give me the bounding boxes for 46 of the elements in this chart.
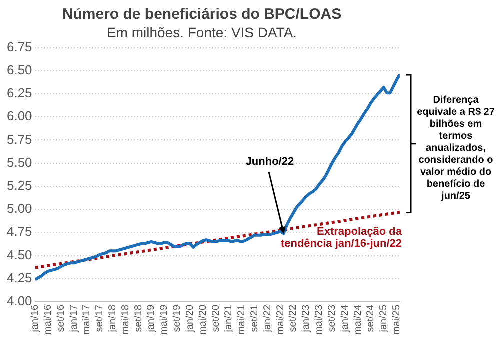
y-tick-label: 4.75: [6, 224, 32, 240]
x-tick-label: set/18: [133, 304, 144, 332]
x-tick-label: jan/19: [146, 304, 158, 334]
x-tick-label: set/22: [288, 304, 300, 332]
x-tick-label: mai/25: [392, 304, 403, 335]
y-tick-label: 5.75: [6, 132, 32, 147]
x-tick-label: set/23: [326, 304, 338, 332]
y-tick-label: 4.00: [6, 294, 32, 309]
x-tick-label: mai/20: [198, 304, 209, 335]
x-tick-label: set/20: [210, 304, 222, 332]
annotation: Junho/22: [246, 156, 294, 168]
x-tick-label: set/16: [56, 304, 67, 332]
x-tick-label: mai/22: [275, 304, 286, 335]
x-tick-label: jan/21: [224, 304, 235, 334]
chart-subtitle: Em milhões. Fonte: VIS DATA.: [106, 24, 298, 40]
y-tick-label: 5.00: [6, 201, 32, 216]
x-tick-label: jan/22: [262, 304, 274, 334]
x-tick-label: set/17: [94, 304, 106, 332]
x-tick-label: jan/24: [340, 304, 351, 334]
y-tick-label: 6.75: [6, 39, 32, 54]
annotation: Extrapolação da tendência jan/16-jun/22: [280, 226, 402, 250]
x-tick-label: mai/23: [314, 304, 326, 335]
x-tick-label: jan/16: [30, 304, 42, 334]
y-tick-label: 6.50: [6, 62, 32, 78]
x-tick-label: jan/18: [108, 304, 119, 334]
text: Diferença equivale a R$ 27 bilhões em termos anualizados, considerando o valor médio do benefício de jun/25: [417, 95, 495, 202]
x-tick-label: mai/19: [159, 304, 170, 335]
x-tick-label: set/21: [250, 304, 261, 332]
y-tick-label: 6.25: [6, 86, 32, 101]
x-tick-label: jan/25: [378, 304, 390, 334]
y-tick-label: 5.50: [6, 154, 32, 170]
x-tick-label: mai/17: [82, 304, 93, 335]
y-tick-label: 4.25: [6, 270, 32, 286]
x-tick-label: mai/16: [42, 304, 54, 335]
y-tick-label: 6.00: [6, 108, 32, 124]
chart-title: Número de beneficiários do BPC/LOAS: [62, 6, 342, 24]
x-tick-label: jan/17: [68, 304, 80, 334]
y-tick-label: 4.50: [6, 247, 32, 262]
y-tick-label: 5.25: [6, 178, 32, 194]
x-tick-label: mai/21: [236, 304, 248, 335]
x-tick-label: mai/18: [120, 304, 132, 335]
x-tick-label: jan/20: [184, 304, 196, 334]
x-tick-label: jan/23: [301, 304, 312, 334]
x-tick-label: set/24: [366, 304, 377, 332]
x-tick-label: mai/24: [352, 304, 364, 335]
x-tick-label: set/19: [172, 304, 184, 332]
